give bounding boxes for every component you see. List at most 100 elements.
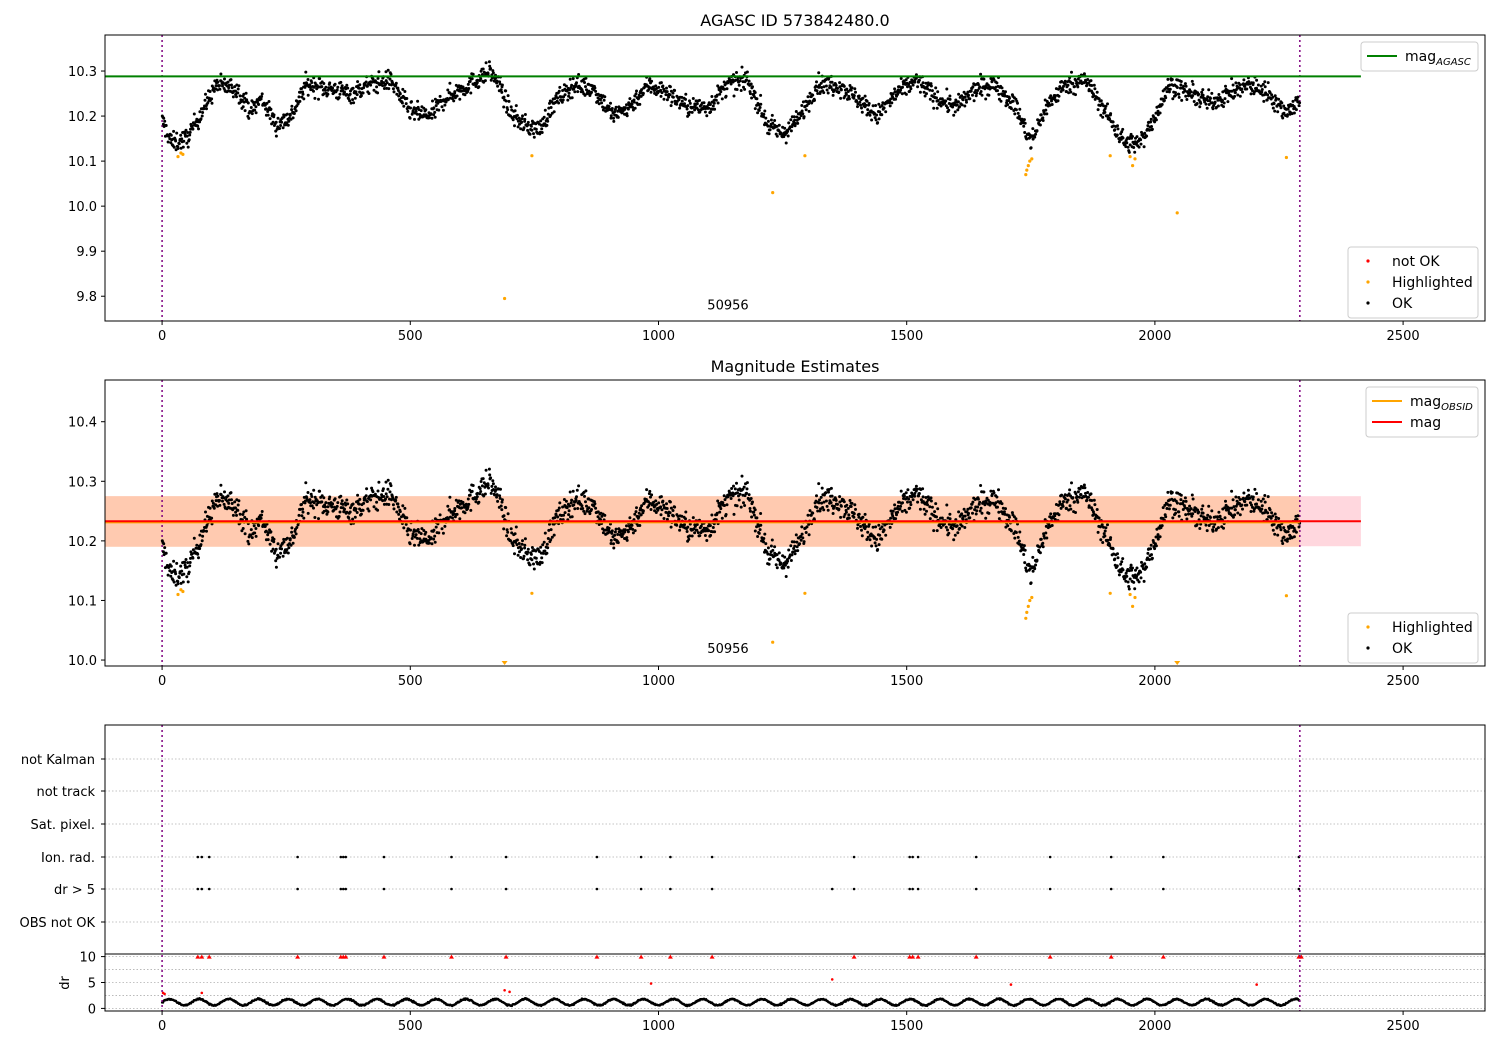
flag-marker (196, 855, 200, 859)
ok-point (1238, 94, 1242, 98)
ok-point (164, 124, 168, 127)
ok-point (281, 554, 285, 558)
ok-point (318, 77, 322, 81)
ok-point (614, 527, 618, 531)
ok-point (1183, 82, 1187, 86)
ok-point (188, 564, 192, 568)
ok-point (916, 85, 920, 89)
ok-point (783, 126, 787, 130)
ok-point (1216, 526, 1220, 530)
ok-point (911, 83, 915, 87)
ok-point (685, 107, 689, 111)
ok-point (847, 513, 851, 517)
ok-point (661, 84, 665, 88)
ok-point (575, 495, 578, 499)
agasc-bottom-legend-label: Highlighted (1392, 275, 1473, 291)
ok-point (900, 92, 904, 96)
ok-point (376, 489, 380, 493)
highlighted-point (1026, 604, 1030, 609)
ok-point (227, 501, 231, 505)
ok-point (339, 80, 343, 84)
ok-point (976, 505, 980, 509)
ok-point (960, 94, 964, 98)
flag-marker (669, 855, 672, 859)
ok-point (771, 121, 775, 125)
ok-point (317, 517, 320, 521)
ok-point (1056, 99, 1060, 103)
ok-point (945, 503, 949, 507)
ok-point (1142, 579, 1146, 583)
ok-point (594, 506, 598, 510)
ok-point (166, 573, 170, 577)
ok-point (243, 532, 247, 536)
ok-point (844, 92, 848, 96)
ok-point (880, 113, 884, 117)
ok-point (856, 526, 859, 530)
ok-point (824, 84, 828, 88)
ok-point (331, 502, 334, 506)
ok-point (468, 493, 472, 497)
ok-point (1297, 525, 1301, 529)
ok-point (402, 526, 406, 530)
ok-point (800, 532, 804, 536)
ok-point (1281, 542, 1285, 545)
ok-point (174, 139, 178, 143)
ok-point (849, 88, 853, 92)
ok-point (971, 511, 974, 515)
ok-point (948, 517, 952, 521)
ok-point (384, 492, 388, 496)
ok-point (1139, 138, 1143, 142)
ok-point (254, 105, 258, 109)
ok-point (1175, 501, 1179, 505)
ok-point (902, 80, 906, 84)
ok-point (301, 510, 305, 514)
ok-point (806, 513, 810, 517)
ok-point (475, 81, 479, 85)
ok-point (313, 516, 317, 519)
ok-point (634, 92, 638, 96)
ok-point (408, 116, 412, 120)
ok-point (668, 93, 672, 97)
ok-point (542, 540, 546, 544)
ok-point (748, 509, 752, 513)
ok-point (237, 84, 241, 88)
ok-point (463, 93, 467, 97)
ok-point (1150, 127, 1154, 131)
ok-point (201, 111, 205, 114)
ok-point (1121, 127, 1125, 131)
ok-point (567, 91, 571, 95)
ok-point (317, 97, 320, 101)
ok-point (1099, 113, 1103, 117)
ok-point (820, 486, 824, 490)
ok-point (896, 510, 900, 514)
ok-point (1213, 100, 1217, 104)
ok-point (1008, 96, 1011, 100)
ok-point (901, 501, 904, 505)
ok-point (361, 508, 365, 512)
ok-point (405, 97, 409, 100)
ok-point (1076, 77, 1080, 81)
ok-point (506, 108, 510, 112)
ok-point (185, 575, 189, 579)
ok-point (452, 99, 456, 103)
ok-point (921, 81, 925, 85)
ok-point (1150, 553, 1153, 557)
highlighted-point (1284, 594, 1288, 598)
ok-point (1149, 117, 1153, 121)
ok-point (1164, 515, 1168, 519)
ok-point (1018, 107, 1022, 111)
ok-point (345, 93, 349, 96)
ok-point (354, 507, 358, 511)
ok-point (698, 98, 701, 102)
ok-point (609, 101, 612, 105)
ok-point (279, 551, 283, 555)
ok-point (819, 81, 823, 85)
ok-point (896, 92, 900, 96)
ok-point (382, 87, 386, 90)
ok-point (287, 546, 291, 550)
ok-point (633, 529, 637, 533)
ok-point (1057, 94, 1061, 98)
ok-point (188, 133, 192, 137)
ok-point (574, 84, 578, 88)
ok-point (392, 90, 396, 94)
